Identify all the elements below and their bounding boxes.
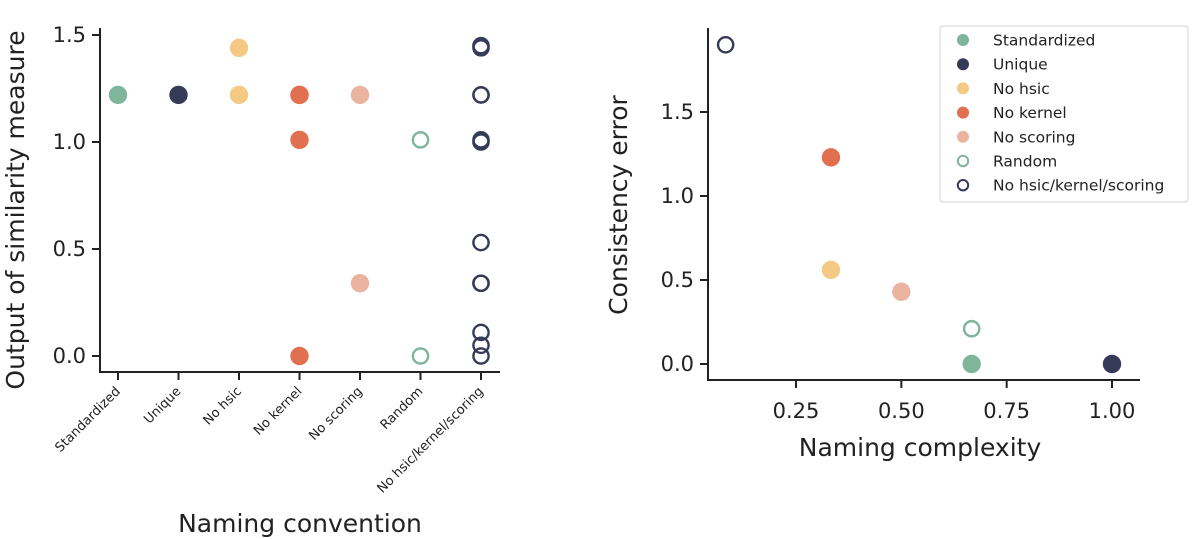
similarity-point-no-hsic-kernel-scoring: [472, 86, 490, 104]
consistency-y-tick-label: 1.0: [661, 184, 694, 208]
similarity-y-tick-label: 0.0: [53, 344, 86, 368]
consistency-x-axis-title: Naming complexity: [799, 433, 1042, 462]
similarity-point-no-hsic-kernel-scoring: [472, 347, 490, 365]
legend-items: Standardized Unique No hsic No kernel No sco…: [956, 32, 1164, 195]
legend-label-no-scoring: No scoring: [993, 128, 1075, 146]
similarity-x-tick-label: No hsic/kernel/scoring: [375, 384, 487, 496]
legend: Standardized Unique No hsic No kernel No sco…: [939, 25, 1189, 203]
consistency-point-random: [962, 319, 981, 338]
consistency-chart-points: [716, 36, 1122, 374]
legend-box: [939, 25, 1189, 203]
consistency-y-axis-title: Consistency error: [604, 94, 633, 314]
consistency-point-no-kernel: [821, 148, 841, 167]
similarity-point-no-hsic-kernel-scoring: [472, 323, 490, 342]
similarity-point-no-scoring: [350, 85, 370, 105]
similarity-x-tick-label: No kernel: [251, 384, 305, 438]
consistency-point-no-hsic-kernel-scoring: [716, 36, 735, 54]
similarity-point-no-hsic-kernel-scoring: [472, 233, 490, 252]
legend-marker-no-hsic: [957, 82, 969, 95]
consistency-x-tick-label: 1.00: [1089, 399, 1136, 423]
legend-label-standardized: Standardized: [993, 32, 1095, 50]
similarity-x-tick-label: No scoring: [306, 384, 365, 443]
legend-marker-no-scoring: [957, 130, 969, 143]
legend-label-no-hsic: No hsic: [993, 80, 1050, 98]
similarity-point-no-hsic-kernel-scoring: [472, 274, 490, 293]
similarity-y-tick-label: 1.0: [53, 130, 86, 154]
consistency-point-no-hsic: [821, 260, 841, 280]
legend-marker-no-hsic-kernel-scoring: [956, 179, 970, 192]
similarity-point-no-scoring: [350, 274, 370, 293]
similarity-point-no-hsic-kernel-scoring: [472, 36, 490, 55]
similarity-point-no-hsic-kernel-scoring: [472, 131, 490, 149]
similarity-chart-points: [108, 36, 490, 366]
similarity-x-tick-label: Unique: [141, 384, 184, 427]
similarity-x-tick-label: No hsic: [201, 384, 245, 428]
consistency-y-tick-label: 0.5: [661, 268, 694, 292]
similarity-point-standardized: [108, 85, 128, 105]
legend-label-unique: Unique: [993, 56, 1048, 74]
similarity-point-no-hsic: [229, 38, 249, 58]
consistency-chart: 0.0 0.5 1.0 1.5 0.25 0.50 0.75 1.00 Naming comp…: [604, 25, 1189, 462]
similarity-point-no-kernel: [290, 85, 309, 105]
consistency-x-tick-label: 0.25: [773, 399, 820, 423]
similarity-y-axis-title: Output of similarity measure: [1, 30, 30, 389]
consistency-x-tick-label: 0.75: [983, 399, 1030, 423]
legend-label-random: Random: [993, 153, 1057, 171]
similarity-y-tick-label: 0.5: [53, 237, 86, 261]
legend-marker-standardized: [957, 34, 969, 46]
similarity-x-axis-title: Naming convention: [178, 509, 422, 538]
consistency-chart-ticks: 0.0 0.5 1.0 1.5 0.25 0.50 0.75 1.00: [661, 100, 1136, 423]
consistency-point-unique: [1102, 354, 1122, 374]
legend-marker-random: [956, 154, 970, 168]
similarity-point-no-hsic-kernel-scoring: [472, 336, 490, 355]
similarity-x-tick-label: Random: [378, 384, 427, 433]
consistency-x-tick-label: 0.50: [878, 399, 925, 423]
consistency-point-standardized: [962, 354, 981, 374]
legend-marker-no-kernel: [957, 106, 969, 119]
similarity-x-tick-label: Standardized: [53, 384, 124, 455]
legend-label-no-hsic-kernel-scoring: No hsic/kernel/scoring: [993, 177, 1164, 195]
consistency-y-tick-label: 0.0: [661, 352, 694, 376]
similarity-point-random: [411, 131, 430, 149]
similarity-y-tick-label: 1.5: [53, 23, 86, 47]
legend-marker-unique: [957, 58, 969, 71]
similarity-point-random: [411, 347, 430, 365]
similarity-point-no-hsic: [229, 85, 249, 105]
consistency-point-no-scoring: [892, 282, 911, 301]
similarity-point-unique: [169, 85, 188, 105]
legend-label-no-kernel: No kernel: [993, 104, 1067, 122]
consistency-y-tick-label: 1.5: [661, 100, 694, 124]
similarity-point-no-kernel: [290, 346, 309, 366]
similarity-point-no-kernel: [290, 130, 309, 150]
